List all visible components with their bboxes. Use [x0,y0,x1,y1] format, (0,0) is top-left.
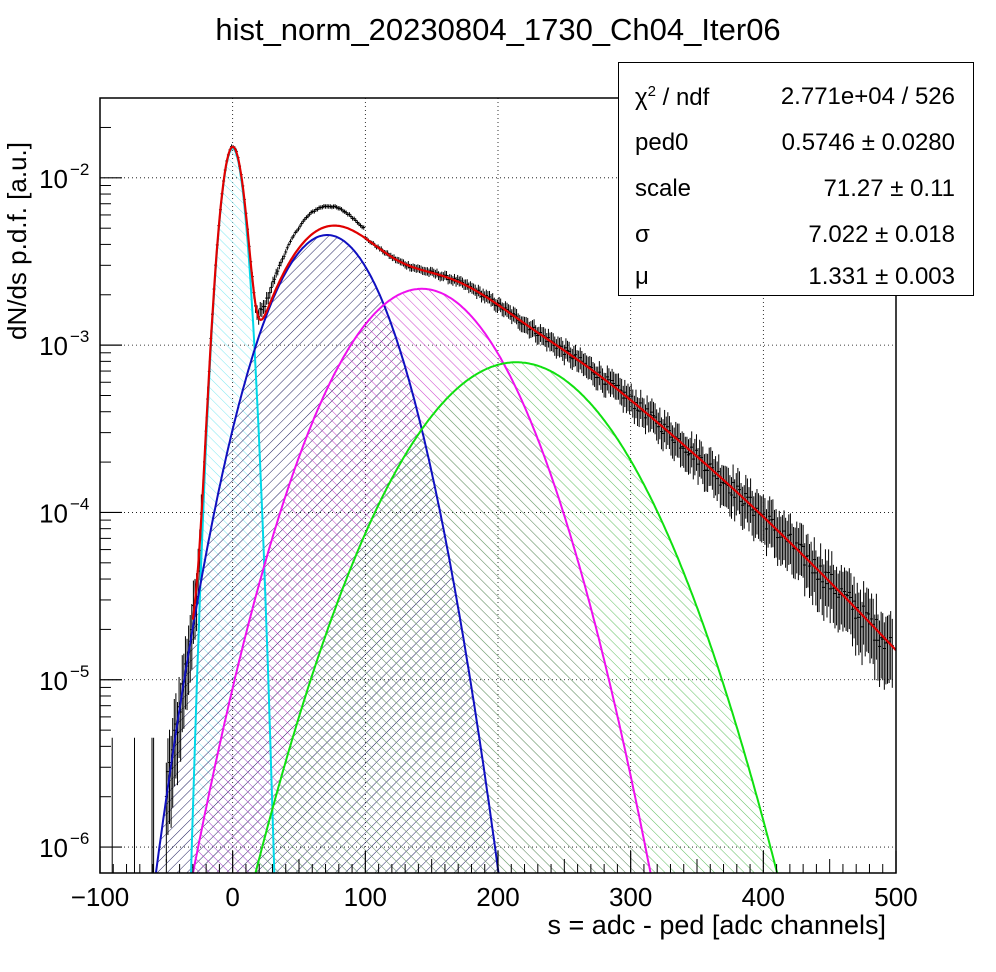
y-tick-label: 10 [39,833,68,863]
y-tick-exponent: −4 [70,494,89,513]
total-fit-curve [191,145,896,651]
x-tick-label: 400 [742,882,785,912]
stat-row-ped0: ped0 0.5746 ± 0.0280 [619,119,973,165]
x-tick-label: 200 [476,882,519,912]
stat-label: scale [635,175,692,202]
x-tick-label: 500 [874,882,917,912]
stat-value: 1.331 ± 0.003 [808,263,955,290]
stat-value: 71.27 ± 0.11 [823,175,956,202]
x-tick-label: −100 [71,882,130,912]
chart-title: hist_norm_20230804_1730_Ch04_Iter06 [215,12,781,47]
y-tick-exponent: −6 [70,829,89,848]
stat-row-chi2: χ2 / ndf 2.771e+04 / 526 [619,73,973,119]
y-tick-label: 10 [39,331,68,361]
y-tick-exponent: −5 [70,662,89,681]
x-axis-title: s = adc - ped [adc channels] [547,910,886,940]
stat-row-scale: scale 71.27 ± 0.11 [619,165,973,211]
component-3-curve [254,361,779,873]
x-tick-label: 0 [225,882,239,912]
stat-value: 7.022 ± 0.018 [808,221,955,248]
component-2-curve [191,287,652,873]
x-tick-label: 100 [344,882,387,912]
stat-label: μ [635,263,649,290]
axis-ticks [99,97,897,873]
stat-label: ped0 [635,129,689,156]
y-tick-label: 10 [39,164,68,194]
stat-row-mu: μ 1.331 ± 0.003 [619,253,973,299]
y-tick-exponent: −2 [70,160,89,179]
stat-row-sigma: σ 7.022 ± 0.018 [619,211,973,257]
y-tick-label: 10 [39,498,68,528]
x-tick-label: 300 [609,882,652,912]
stat-value: 0.5746 ± 0.0280 [781,129,955,156]
fit-stats-box: χ2 / ndf 2.771e+04 / 526 ped0 0.5746 ± 0… [618,62,974,296]
y-axis-title: dN/ds p.d.f. [a.u.] [2,142,32,340]
y-tick-label: 10 [39,666,68,696]
stat-label: σ [635,221,650,248]
stat-value: 2.771e+04 / 526 [780,83,955,110]
component-0-curve [190,147,276,873]
stat-label: χ2 / ndf [635,83,710,111]
y-tick-exponent: −3 [70,327,89,346]
component-1-curve [154,234,500,873]
fit-curves [154,145,896,873]
